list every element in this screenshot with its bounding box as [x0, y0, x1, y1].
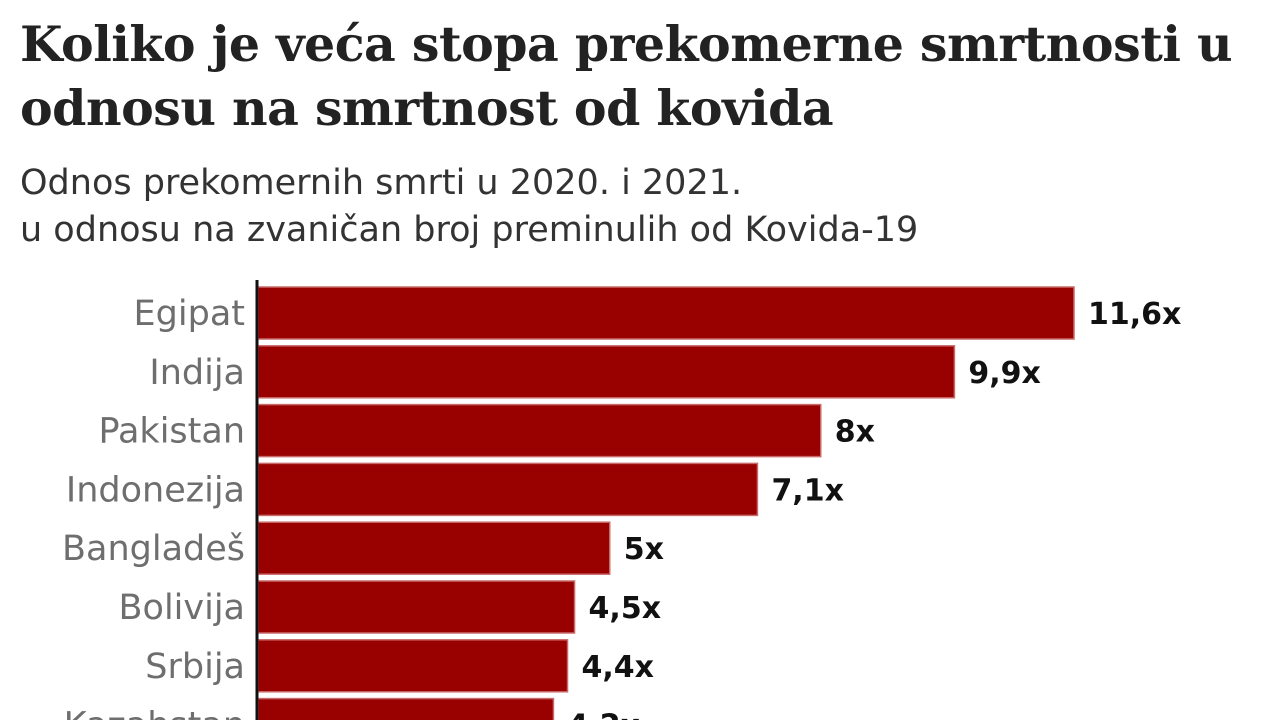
- value-label-5: 5x: [624, 532, 664, 567]
- bar-3: [257, 403, 822, 458]
- bar-2: [257, 345, 956, 399]
- bar-7: [257, 639, 569, 693]
- category-label-4: Indonezija: [66, 470, 245, 510]
- bar-1: [257, 286, 1075, 340]
- chart-subtitle-line-2: u odnosu na zvaničan broj preminulih od …: [20, 210, 919, 250]
- category-label-2: Indija: [149, 353, 245, 393]
- value-label-4: 7,1x: [771, 473, 844, 508]
- value-label-6: 4,5x: [589, 591, 662, 626]
- value-label-3: 8x: [835, 415, 875, 450]
- bar-8: [257, 697, 555, 720]
- chart-subtitle: Odnos prekomernih smrti u 2020. i 2021. …: [20, 160, 1260, 254]
- category-label-8: Kazahstan: [64, 706, 245, 720]
- category-label-1: Egipat: [134, 294, 245, 334]
- value-label-1: 11,6x: [1088, 297, 1181, 332]
- category-label-6: Bolivija: [119, 588, 245, 628]
- chart-title: Koliko je veća stopa prekomerne smrtnost…: [20, 15, 1233, 137]
- value-label-8: 4,2x: [567, 709, 640, 720]
- category-label-3: Pakistan: [98, 412, 245, 452]
- value-label-7: 4,4x: [582, 650, 655, 685]
- value-label-2: 9,9x: [968, 356, 1041, 391]
- category-label-5: Bangladeš: [62, 529, 245, 569]
- bar-4: [257, 462, 759, 517]
- chart-subtitle-line-1: Odnos prekomernih smrti u 2020. i 2021.: [20, 163, 743, 203]
- category-label-7: Srbija: [145, 647, 245, 687]
- bar-6: [257, 580, 576, 634]
- bar-5: [257, 521, 611, 575]
